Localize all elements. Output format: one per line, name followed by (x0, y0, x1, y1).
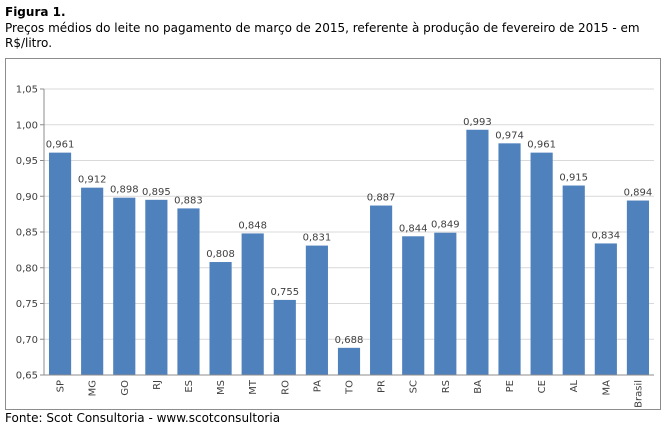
value-label: 0,961 (46, 140, 75, 151)
x-tick-label: AL (569, 380, 580, 393)
value-label: 0,887 (367, 193, 396, 204)
bar-ma (594, 243, 617, 375)
value-label: 0,688 (335, 335, 364, 346)
x-tick-label: RO (280, 380, 291, 395)
x-tick-label: CE (537, 380, 548, 393)
figure-caption: Preços médios do leite no pagamento de m… (5, 21, 640, 50)
y-tick-label: 0,80 (16, 263, 38, 274)
bar-mg (81, 187, 104, 375)
chart-frame: 0,65 0,70 0,75 0,80 0,85 0,90 0,95 1,00 1,05 0,9… (5, 58, 661, 410)
x-tick-label: MG (88, 380, 99, 396)
value-label: 0,831 (303, 233, 332, 244)
bar-chart: 0,65 0,70 0,75 0,80 0,85 0,90 0,95 1,00 1,05 0,9… (16, 85, 654, 408)
value-label: 0,898 (110, 185, 139, 196)
value-label: 0,883 (174, 195, 203, 206)
x-tick-label: GO (120, 380, 131, 396)
x-tick-label: ES (184, 380, 195, 393)
bar-sp (48, 152, 72, 375)
bar-es (177, 208, 200, 375)
value-label: 0,993 (463, 117, 492, 128)
y-tick-label: 0,65 (16, 371, 38, 382)
value-label: 0,844 (399, 223, 428, 234)
x-tick-label: SC (409, 380, 420, 393)
value-label: 0,755 (270, 287, 299, 298)
x-tick-label: PE (505, 380, 516, 392)
figure-label: Figura 1. (5, 5, 66, 19)
figure-source: Fonte: Scot Consultoria - www.scotconsul… (5, 411, 281, 425)
x-tick-label: MS (216, 380, 227, 395)
bar-pe (498, 143, 521, 375)
x-tick-label: PA (312, 380, 323, 392)
x-tick-label: MT (248, 379, 259, 395)
bar-ce (530, 152, 553, 375)
y-axis-ticks: 0,65 0,70 0,75 0,80 0,85 0,90 0,95 1,00 1,05 (16, 85, 44, 382)
y-tick-label: 1,00 (16, 120, 38, 131)
x-axis-ticks: SP MG GO RJ ES MS MT RO PA TO PR SC RS BA PE CE AL MA Bras… (56, 379, 645, 408)
y-tick-label: 0,85 (16, 228, 38, 239)
value-label: 0,834 (592, 230, 621, 241)
value-label: 0,912 (78, 175, 107, 186)
gridlines (44, 88, 654, 340)
bar-pr (370, 205, 393, 375)
value-label: 0,894 (624, 188, 653, 199)
bar-al (562, 185, 585, 375)
x-tick-label: TO (345, 380, 356, 395)
bar-ro (273, 299, 296, 375)
y-tick-label: 0,95 (16, 156, 38, 167)
bar-rs (434, 232, 457, 375)
y-tick-label: 0,70 (16, 335, 38, 346)
y-tick-label: 0,75 (16, 299, 38, 310)
x-tick-label: RJ (152, 380, 163, 390)
x-tick-label: PR (377, 380, 388, 393)
x-tick-label: Brasil (633, 380, 644, 408)
x-tick-label: BA (473, 380, 484, 394)
value-label: 0,808 (206, 249, 235, 260)
y-tick-label: 1,05 (16, 85, 38, 96)
bar-ms (209, 262, 232, 375)
value-label: 0,895 (142, 187, 171, 198)
bar-brasil (626, 200, 650, 375)
value-label: 0,848 (238, 220, 267, 231)
value-label: 0,915 (559, 173, 588, 184)
x-tick-label: RS (441, 380, 452, 393)
y-tick-label: 0,90 (16, 192, 38, 203)
bars (48, 129, 650, 375)
value-label: 0,974 (495, 130, 524, 141)
bar-ba (466, 129, 489, 375)
bar-pa (305, 245, 328, 375)
bar-to (337, 347, 361, 375)
x-tick-label: MA (601, 380, 612, 396)
bar-mt (241, 233, 264, 375)
value-label: 0,961 (527, 140, 556, 151)
bar-rj (145, 199, 168, 375)
bar-sc (402, 236, 425, 375)
bar-go (113, 197, 136, 375)
value-label: 0,849 (431, 220, 460, 231)
x-tick-label: SP (56, 380, 67, 392)
